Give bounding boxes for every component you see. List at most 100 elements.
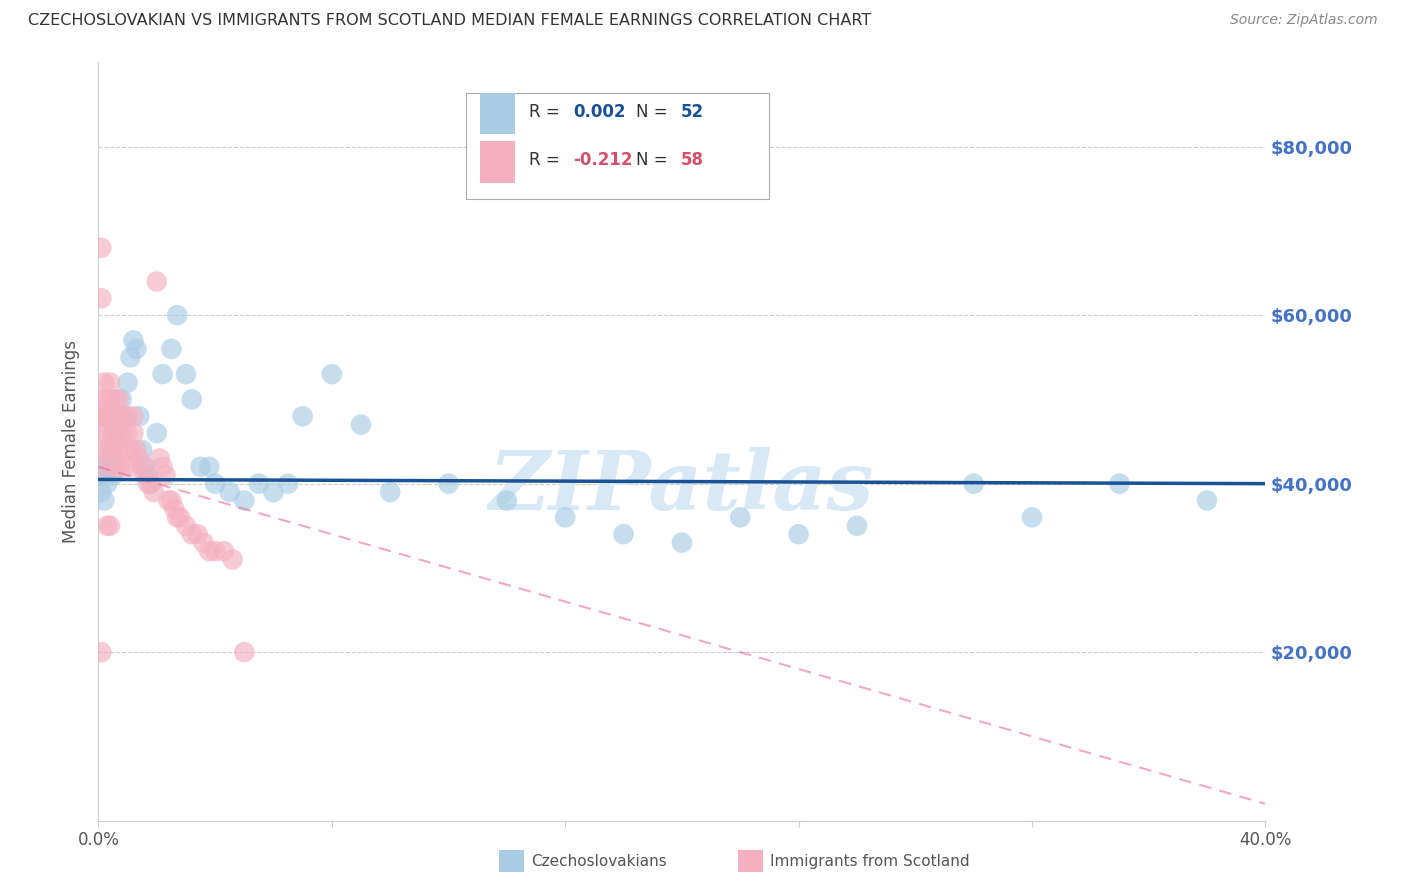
Point <box>131 459 153 474</box>
Text: CZECHOSLOVAKIAN VS IMMIGRANTS FROM SCOTLAND MEDIAN FEMALE EARNINGS CORRELATION C: CZECHOSLOVAKIAN VS IMMIGRANTS FROM SCOTL… <box>28 13 872 29</box>
Point <box>212 544 235 558</box>
Point <box>122 334 145 348</box>
Point <box>111 392 134 407</box>
Point <box>166 308 188 322</box>
Text: 52: 52 <box>681 103 704 120</box>
Point <box>160 493 183 508</box>
Point <box>96 426 118 441</box>
Point <box>846 518 869 533</box>
Point <box>98 459 121 474</box>
Text: Immigrants from Scotland: Immigrants from Scotland <box>770 855 970 869</box>
Point <box>180 527 202 541</box>
Point <box>671 535 693 549</box>
Point <box>193 535 215 549</box>
Text: N =: N = <box>637 103 673 120</box>
Point <box>139 476 162 491</box>
Point <box>198 459 221 474</box>
Point <box>962 476 984 491</box>
Point <box>93 493 115 508</box>
Point <box>1195 493 1218 508</box>
Point <box>218 485 240 500</box>
Point <box>90 645 112 659</box>
Point <box>174 518 197 533</box>
FancyBboxPatch shape <box>465 93 769 199</box>
Point <box>117 426 139 441</box>
Point <box>120 459 142 474</box>
Point <box>160 342 183 356</box>
Text: ZIPatlas: ZIPatlas <box>489 447 875 527</box>
Point <box>350 417 373 432</box>
Point <box>136 476 159 491</box>
Text: Czechoslovakians: Czechoslovakians <box>531 855 668 869</box>
Point <box>108 442 131 457</box>
FancyBboxPatch shape <box>479 142 515 183</box>
Point <box>190 459 212 474</box>
Point <box>96 409 118 424</box>
Point <box>233 493 256 508</box>
Point <box>437 476 460 491</box>
Point <box>152 367 174 381</box>
Point <box>98 409 121 424</box>
Point <box>93 459 115 474</box>
Point <box>152 459 174 474</box>
Text: Source: ZipAtlas.com: Source: ZipAtlas.com <box>1230 13 1378 28</box>
Point <box>221 552 243 566</box>
Point <box>108 459 131 474</box>
Point <box>93 376 115 390</box>
Point <box>125 442 148 457</box>
Point <box>90 468 112 483</box>
Point <box>787 527 810 541</box>
Point <box>166 510 188 524</box>
Point <box>98 392 121 407</box>
Point <box>98 442 121 457</box>
Point <box>96 392 118 407</box>
Point <box>146 275 169 289</box>
Point <box>262 485 284 500</box>
Text: 58: 58 <box>681 152 704 169</box>
Point <box>128 409 150 424</box>
Point <box>104 426 127 441</box>
Point <box>180 392 202 407</box>
Point <box>101 442 124 457</box>
Point <box>204 544 226 558</box>
Point <box>122 409 145 424</box>
Point <box>136 468 159 483</box>
Point <box>101 426 124 441</box>
Point <box>104 409 127 424</box>
Point <box>554 510 576 524</box>
Text: R =: R = <box>529 103 565 120</box>
Point <box>108 417 131 432</box>
Y-axis label: Median Female Earnings: Median Female Earnings <box>62 340 80 543</box>
Point <box>155 468 177 483</box>
Point <box>321 367 343 381</box>
Point <box>90 426 112 441</box>
Point <box>90 485 112 500</box>
Text: N =: N = <box>637 152 673 169</box>
Point <box>612 527 634 541</box>
Point <box>114 459 136 474</box>
FancyBboxPatch shape <box>479 93 515 135</box>
Point <box>101 451 124 466</box>
Point <box>104 434 127 449</box>
Point <box>101 468 124 483</box>
Point <box>122 426 145 441</box>
Point <box>174 367 197 381</box>
Point <box>96 476 118 491</box>
Point <box>1108 476 1130 491</box>
Point <box>134 459 156 474</box>
Point <box>1021 510 1043 524</box>
Point <box>131 442 153 457</box>
Point <box>120 442 142 457</box>
Point <box>93 409 115 424</box>
Point <box>114 442 136 457</box>
Point <box>96 518 118 533</box>
Point <box>90 241 112 255</box>
Point <box>96 442 118 457</box>
Point <box>198 544 221 558</box>
Point <box>90 409 112 424</box>
Point <box>101 459 124 474</box>
Point <box>730 510 752 524</box>
Point <box>146 426 169 441</box>
Point <box>277 476 299 491</box>
Point <box>134 468 156 483</box>
